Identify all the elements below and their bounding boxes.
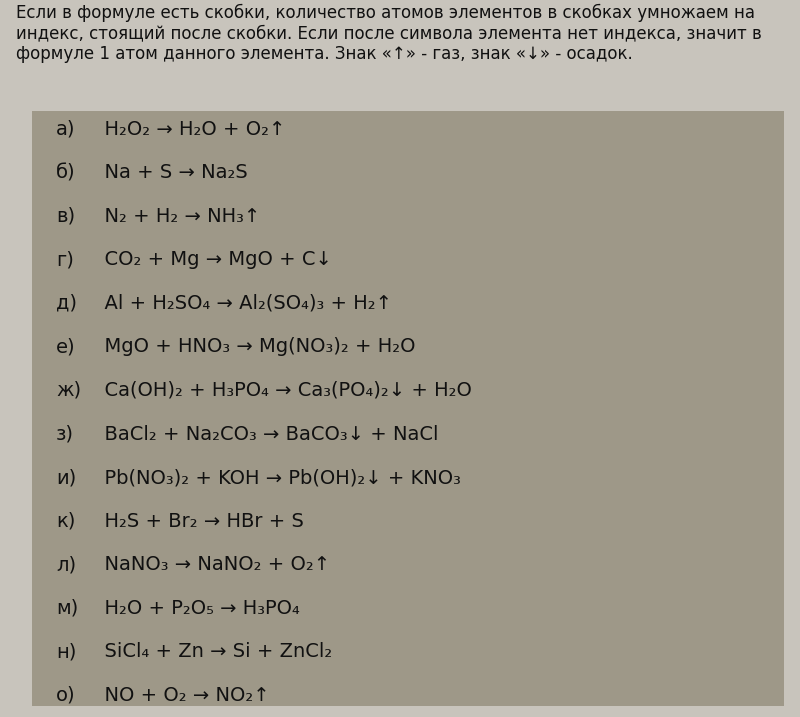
Text: Al + H₂SO₄ → Al₂(SO₄)₃ + H₂↑: Al + H₂SO₄ → Al₂(SO₄)₃ + H₂↑	[92, 294, 392, 313]
Text: H₂O + P₂O₅ → H₃PO₄: H₂O + P₂O₅ → H₃PO₄	[92, 599, 300, 618]
Text: NaNO₃ → NaNO₂ + O₂↑: NaNO₃ → NaNO₂ + O₂↑	[92, 555, 330, 574]
Text: и): и)	[56, 468, 76, 487]
Text: з): з)	[56, 424, 74, 444]
FancyBboxPatch shape	[32, 111, 784, 706]
Text: Na + S → Na₂S: Na + S → Na₂S	[92, 163, 248, 182]
Text: Ca(OH)₂ + H₃PO₄ → Ca₃(PO₄)₂↓ + H₂O: Ca(OH)₂ + H₃PO₄ → Ca₃(PO₄)₂↓ + H₂O	[92, 381, 472, 400]
Text: о): о)	[56, 686, 76, 705]
Text: H₂S + Br₂ → HBr + S: H₂S + Br₂ → HBr + S	[92, 512, 304, 531]
Text: NO + O₂ → NO₂↑: NO + O₂ → NO₂↑	[92, 686, 270, 705]
Text: е): е)	[56, 338, 76, 356]
Text: в): в)	[56, 206, 75, 226]
Text: а): а)	[56, 120, 75, 138]
Text: MgO + HNO₃ → Mg(NO₃)₂ + H₂O: MgO + HNO₃ → Mg(NO₃)₂ + H₂O	[92, 338, 415, 356]
Text: к): к)	[56, 512, 75, 531]
Text: м): м)	[56, 599, 78, 618]
Text: д): д)	[56, 294, 77, 313]
Text: Pb(NO₃)₂ + KOH → Pb(OH)₂↓ + KNO₃: Pb(NO₃)₂ + KOH → Pb(OH)₂↓ + KNO₃	[92, 468, 461, 487]
Text: SiCl₄ + Zn → Si + ZnCl₂: SiCl₄ + Zn → Si + ZnCl₂	[92, 642, 332, 661]
Text: н): н)	[56, 642, 76, 661]
Text: CO₂ + Mg → MgO + C↓: CO₂ + Mg → MgO + C↓	[92, 250, 332, 270]
Text: ж): ж)	[56, 381, 81, 400]
Text: б): б)	[56, 163, 76, 182]
Text: BaCl₂ + Na₂CO₃ → BaCO₃↓ + NaCl: BaCl₂ + Na₂CO₃ → BaCO₃↓ + NaCl	[92, 424, 438, 444]
Text: г): г)	[56, 250, 74, 270]
Text: л): л)	[56, 555, 76, 574]
Text: H₂O₂ → H₂O + O₂↑: H₂O₂ → H₂O + O₂↑	[92, 120, 286, 138]
Text: Если в формуле есть скобки, количество атомов элементов в скобках умножаем на
ин: Если в формуле есть скобки, количество а…	[16, 4, 762, 63]
Text: N₂ + H₂ → NH₃↑: N₂ + H₂ → NH₃↑	[92, 206, 260, 226]
